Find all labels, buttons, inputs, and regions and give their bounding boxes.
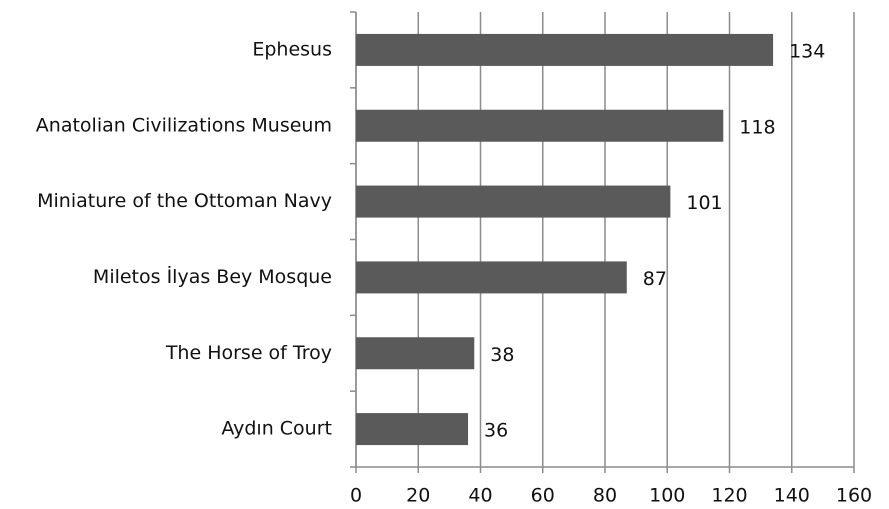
bar <box>356 109 724 142</box>
y-tick-label: Anatolian Civilizations Museum <box>36 114 332 136</box>
x-tick-label: 120 <box>711 485 747 507</box>
data-label: 87 <box>643 268 667 290</box>
bar <box>356 261 627 294</box>
y-tick-label: The Horse of Troy <box>165 342 332 364</box>
bar <box>356 33 774 66</box>
y-tick-label: Ephesus <box>252 38 332 60</box>
x-tick-label: 40 <box>468 485 492 507</box>
bar <box>356 413 469 446</box>
data-label: 101 <box>686 192 722 214</box>
bar <box>356 185 671 218</box>
y-tick-label: Miletos İlyas Bey Mosque <box>93 265 332 288</box>
x-tick-label: 140 <box>774 485 810 507</box>
data-label: 134 <box>789 40 825 62</box>
y-tick-label: Aydın Court <box>221 418 332 440</box>
x-tick-label: 80 <box>593 485 617 507</box>
x-tick-label: 100 <box>649 485 685 507</box>
data-label: 118 <box>739 116 775 138</box>
data-label: 38 <box>490 344 514 366</box>
x-tick-label: 0 <box>350 485 362 507</box>
y-tick-label: Miniature of the Ottoman Navy <box>37 190 332 212</box>
data-label: 36 <box>484 420 508 442</box>
x-tick-label: 60 <box>531 485 555 507</box>
x-tick-label: 160 <box>836 485 872 507</box>
bar <box>356 337 475 370</box>
x-tick-label: 20 <box>406 485 430 507</box>
